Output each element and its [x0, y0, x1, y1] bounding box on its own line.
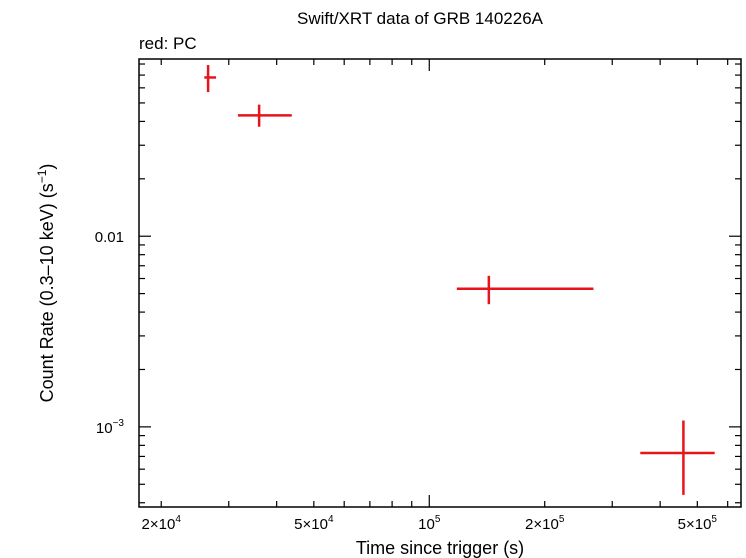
y-axis-label-close: ): [37, 164, 57, 170]
x-tick-label: 105: [418, 514, 441, 533]
y-tick-labels: 0.01 10−3: [95, 229, 125, 437]
chart-title: Swift/XRT data of GRB 140226A: [297, 9, 544, 28]
data-point: [456, 275, 594, 305]
y-tick-label: 0.01: [95, 229, 124, 246]
y-axis-label-main: Count Rate (0.3–10 keV) (s: [37, 183, 57, 402]
minor-ticks: [139, 59, 741, 507]
x-tick-label: 2×105: [525, 514, 565, 533]
x-axis-label: Time since trigger (s): [356, 538, 524, 558]
data-points: [204, 65, 715, 495]
data-point: [640, 420, 715, 495]
chart-subtitle: red: PC: [139, 34, 197, 53]
data-point: [237, 104, 292, 127]
y-tick-label: 10−3: [96, 418, 125, 437]
plot-frame: [138, 58, 742, 508]
y-axis-label: Count Rate (0.3–10 keV) (s−1): [35, 164, 57, 403]
x-tick-labels: 2×104 5×104 105 2×105 5×105: [142, 514, 718, 533]
x-tick-label: 5×104: [294, 514, 334, 533]
x-tick-label: 2×104: [142, 514, 182, 533]
x-tick-label: 5×105: [678, 514, 718, 533]
y-axis-label-sup: −1: [35, 169, 49, 183]
data-point: [204, 65, 217, 93]
